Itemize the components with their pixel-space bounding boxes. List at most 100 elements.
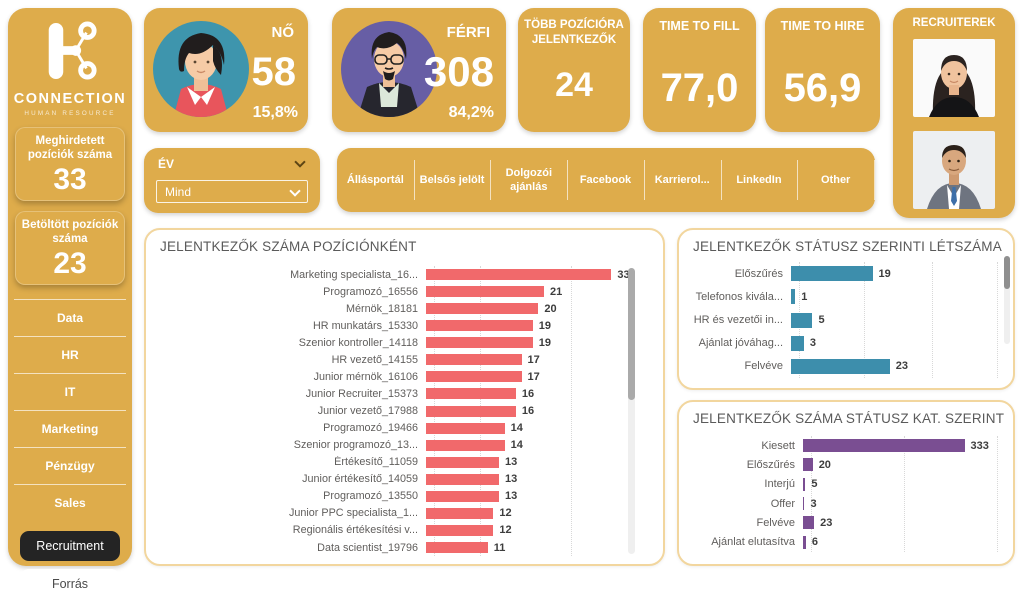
chart-row: Előszűrés 20	[691, 455, 997, 474]
source-filter-button[interactable]: LinkedIn	[720, 148, 798, 212]
bar[interactable]	[426, 320, 533, 332]
category-label: Data scientist_19796	[317, 541, 418, 554]
sidebar-item-recruitment[interactable]: Recruitment	[20, 530, 120, 561]
category-label: Junior mérnök_16106	[313, 370, 418, 383]
bar[interactable]	[426, 507, 494, 519]
source-filter-button[interactable]: Állásportál	[346, 173, 404, 186]
brand-subtitle: HUMAN RESOURCE	[24, 110, 116, 117]
source-filter-button[interactable]: Other	[797, 148, 874, 212]
category-label: Interjú	[764, 478, 795, 491]
category-label: Előszűrés	[734, 267, 783, 280]
category-label: Offer	[770, 497, 795, 510]
bar-rows: Kiesett 333 Előszűrés 20 Interjú 5 Offer 3 Felvé…	[691, 436, 997, 552]
data-label: 17	[527, 353, 540, 366]
chart-row: Junior PPC specialista_1... 12	[158, 505, 617, 522]
source-filter-button[interactable]: Dolgozói ajánlás	[490, 148, 567, 212]
bar[interactable]	[791, 312, 813, 328]
forras-button[interactable]: Forrás	[20, 568, 120, 599]
data-label: 23	[820, 516, 833, 529]
bar[interactable]	[803, 477, 806, 491]
bar[interactable]	[426, 269, 612, 281]
chart-row: Ajánlat jóváhag... 3	[691, 332, 997, 355]
scrollbar-thumb[interactable]	[1004, 256, 1010, 290]
bar[interactable]	[426, 439, 505, 451]
bar[interactable]	[803, 497, 805, 511]
logo: CONNECTION HUMAN RESOURCE	[8, 8, 132, 117]
bar[interactable]	[426, 456, 500, 468]
chart-scrollbar[interactable]	[1004, 256, 1010, 344]
bar[interactable]	[426, 354, 522, 366]
time-to-fill-value: 77,0	[660, 66, 739, 111]
bar[interactable]	[426, 303, 539, 315]
category-label: Mérnök_18181	[345, 302, 418, 315]
chart-scrollbar[interactable]	[628, 268, 635, 554]
source-filter-button[interactable]: Facebook	[567, 148, 644, 212]
bar[interactable]	[426, 524, 494, 536]
bar[interactable]	[426, 388, 516, 400]
chart-row: Programozó_16556 21	[158, 283, 617, 300]
chart-row: Data scientist_19796 11	[158, 539, 617, 556]
sidebar-item-hr[interactable]: HR	[14, 335, 126, 373]
bar[interactable]	[426, 371, 522, 383]
multi-position-value: 24	[555, 65, 593, 104]
chart-row: Telefonos kivála... 1	[691, 285, 997, 308]
data-label: 5	[818, 314, 825, 326]
recruiter-photo-male	[913, 130, 995, 209]
time-to-hire-value: 56,9	[783, 66, 862, 111]
sidebar-item-it[interactable]: IT	[14, 372, 126, 410]
bar[interactable]	[426, 473, 500, 485]
bar[interactable]	[803, 535, 806, 549]
data-label: 19	[878, 267, 891, 280]
bar[interactable]	[426, 286, 544, 298]
chevron-down-icon[interactable]	[294, 156, 306, 168]
category-label: HR munkatárs_15330	[312, 319, 418, 332]
data-label: 20	[818, 458, 831, 471]
data-label: 16	[521, 405, 535, 418]
bar[interactable]	[791, 289, 796, 305]
bar[interactable]	[791, 266, 873, 282]
connection-logo-icon	[48, 21, 97, 80]
category-label: Programozó_13550	[323, 490, 418, 503]
bar[interactable]	[426, 422, 505, 434]
sidebar-item-data[interactable]: Data	[14, 298, 126, 336]
sidebar-item-pénzügy[interactable]: Pénzügy	[14, 446, 126, 484]
bar[interactable]	[803, 439, 965, 453]
year-select-value: Mind	[165, 185, 192, 199]
kpi-filled-positions: Betöltött pozíciók száma 23	[15, 210, 125, 285]
data-label: 13	[505, 456, 518, 469]
bar[interactable]	[803, 516, 815, 530]
recruiters-card: RECRUITEREK	[893, 8, 1015, 218]
bar[interactable]	[426, 490, 500, 502]
year-filter-card: ÉV Mind	[144, 148, 320, 213]
sidebar-item-marketing[interactable]: Marketing	[14, 409, 126, 447]
time-to-hire-label: TIME TO HIRE	[780, 19, 865, 33]
chart-row: Marketing specialista_16... 33	[158, 266, 629, 283]
category-label: Programozó_16556	[323, 285, 418, 298]
category-label: Felvéve	[744, 360, 783, 373]
year-select[interactable]: Mind	[156, 180, 308, 203]
data-label: 17	[527, 370, 540, 383]
bar[interactable]	[791, 335, 804, 351]
bar[interactable]	[426, 405, 516, 417]
category-label: Junior értékesítő_14059	[302, 473, 418, 486]
bar[interactable]	[426, 337, 533, 349]
chart-row: Junior mérnök_16106 17	[158, 368, 617, 385]
bar[interactable]	[803, 458, 813, 472]
category-label: Telefonos kivála...	[695, 290, 783, 303]
data-label: 19	[538, 319, 551, 332]
chart-row: HR vezető_14155 17	[158, 351, 617, 368]
bar[interactable]	[426, 542, 488, 554]
data-label: 14	[510, 439, 523, 452]
recruiter-photo-female	[913, 38, 995, 117]
chart-title: JELENTKEZŐK SZÁMA STÁTUSZ KAT. SZERINT	[693, 411, 1005, 426]
chart-row: Junior Recruiter_15373 16	[158, 385, 617, 402]
category-label: Felvéve	[756, 516, 795, 529]
source-filter-button[interactable]: Belsős jelölt	[413, 148, 491, 212]
category-label: Junior PPC specialista_1...	[288, 507, 418, 520]
scrollbar-thumb[interactable]	[628, 268, 635, 400]
applicants-by-position-chart: JELENTKEZŐK SZÁMA POZÍCIÓNKÉNT Marketing…	[146, 230, 663, 564]
female-kpi-card: NŐ 58 15,8%	[144, 8, 308, 132]
source-filter-button[interactable]: Karrierol...	[643, 148, 721, 212]
sidebar-item-sales[interactable]: Sales	[14, 483, 126, 521]
bar[interactable]	[791, 358, 890, 374]
